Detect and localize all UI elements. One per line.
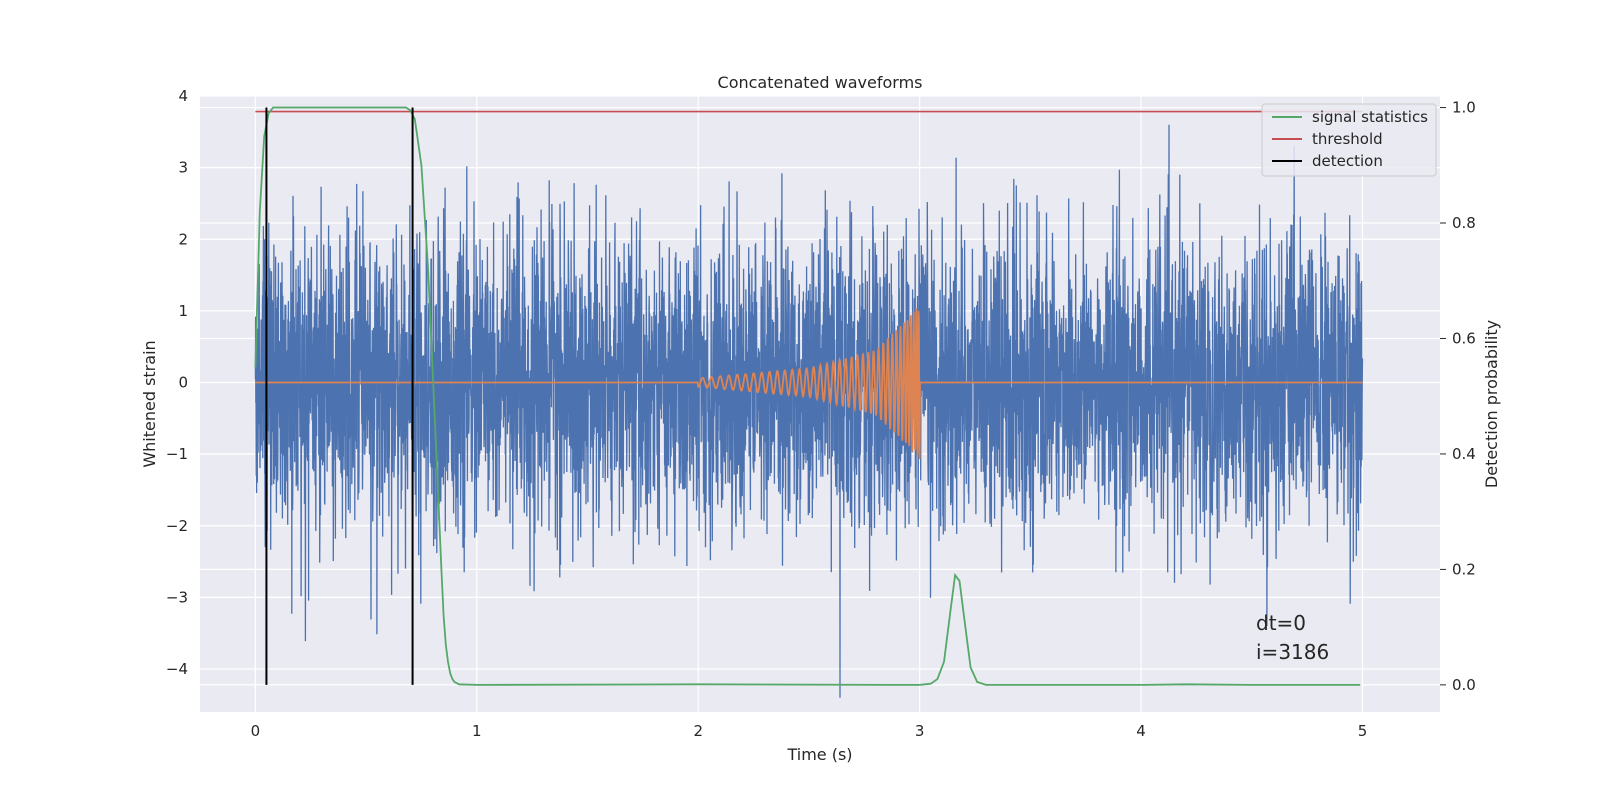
y-tick-label: −2 (166, 517, 188, 535)
y-axis-label: Whitened strain (140, 340, 159, 467)
x-tick-label: 3 (915, 722, 925, 740)
annotation-dt: dt=0 (1256, 611, 1306, 635)
x-tick-label: 0 (251, 722, 261, 740)
y2-tick-label: 0.0 (1452, 676, 1476, 694)
y-tick-label: −4 (166, 660, 188, 678)
ticks: 0 1 2 3 4 5 −4 −3 −2 −1 0 1 2 3 4 0.0 0.2 0.4 0.6 0.8 1.0 (166, 87, 1476, 740)
y2-tick-label: 0.2 (1452, 560, 1476, 578)
y2-axis-label: Detection probability (1482, 320, 1501, 488)
x-axis-label: Time (s) (786, 745, 852, 764)
y2-tick-label: 0.4 (1452, 445, 1476, 463)
y-tick-label: 3 (178, 159, 188, 177)
plot-area (254, 106, 1364, 698)
x-tick-label: 5 (1358, 722, 1368, 740)
legend-signal-statistics-label: signal statistics (1312, 108, 1428, 126)
x-tick-label: 1 (472, 722, 482, 740)
y-tick-label: 0 (178, 374, 188, 392)
y-tick-label: 2 (178, 230, 188, 248)
legend: signal statistics threshold detection (1261, 103, 1437, 177)
series-template (255, 308, 1363, 460)
y-tick-label: 1 (178, 302, 188, 320)
legend-threshold-label: threshold (1312, 130, 1383, 148)
y2-tick-label: 0.6 (1452, 329, 1476, 347)
x-tick-label: 4 (1136, 722, 1146, 740)
series-whitened-strain (254, 124, 1364, 698)
legend-detection-label: detection (1312, 152, 1383, 170)
annotation-index: i=3186 (1256, 640, 1329, 664)
chart-title: Concatenated waveforms (718, 73, 923, 92)
y2-tick-label: 0.8 (1452, 214, 1476, 232)
series-signal-statistics (254, 106, 1361, 686)
x-tick-label: 2 (693, 722, 703, 740)
y-tick-label: −3 (166, 588, 188, 606)
y-tick-label: 4 (178, 87, 188, 105)
y-tick-label: −1 (166, 445, 188, 463)
y2-tick-label: 1.0 (1452, 99, 1476, 117)
legend-box (1261, 103, 1437, 177)
